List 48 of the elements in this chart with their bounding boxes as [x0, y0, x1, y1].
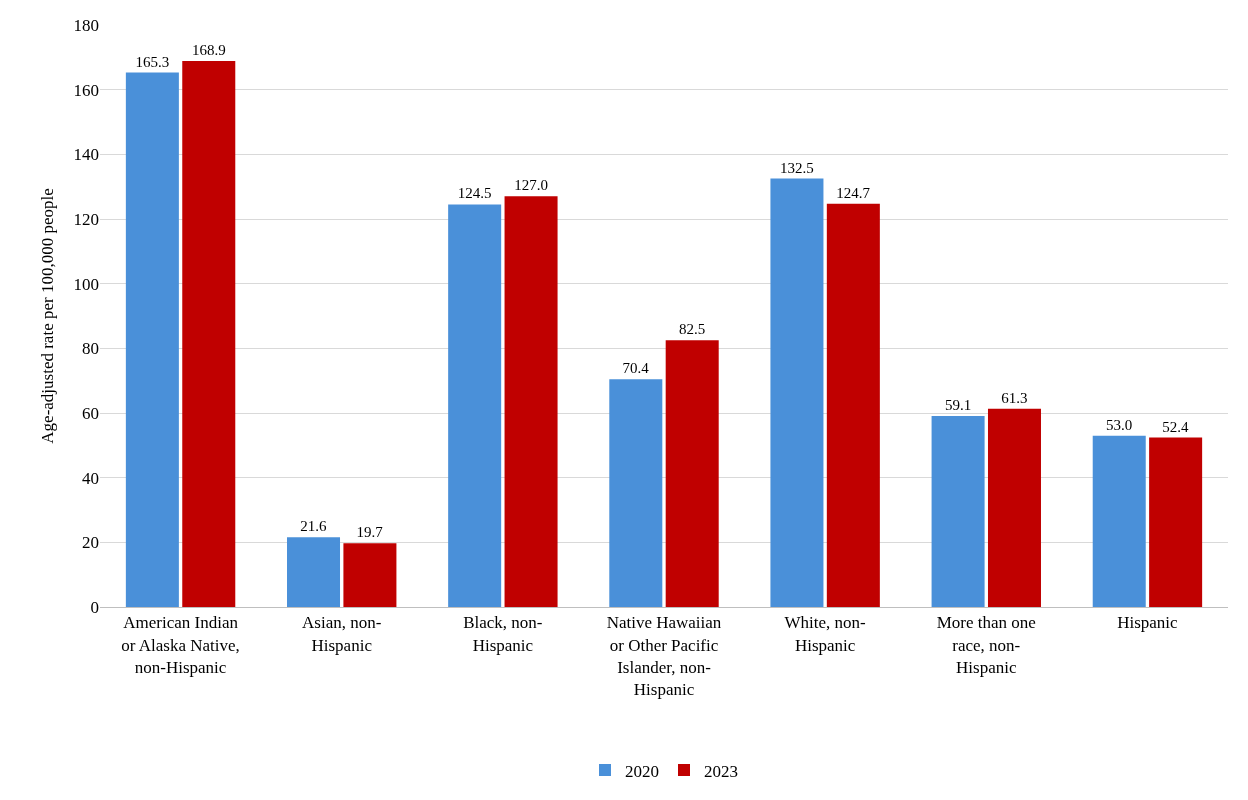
x-tick-label: Native Hawaiian or Other Pacific Islander, non-Hispanic	[606, 613, 722, 699]
bar	[1149, 437, 1203, 607]
legend-label: 2023	[704, 761, 738, 781]
y-tick-label: 180	[73, 15, 99, 35]
y-tick-label: 140	[73, 145, 99, 165]
legend-label: 2020	[625, 761, 659, 781]
data-label: 82.5	[679, 321, 706, 338]
x-tick-label: Asian, non-Hispanic	[302, 613, 382, 655]
data-label: 168.9	[191, 41, 226, 58]
data-label: 61.3	[1001, 389, 1028, 406]
bar	[987, 408, 1041, 607]
bar	[826, 203, 880, 607]
bar	[343, 543, 397, 607]
y-tick-label: 80	[82, 339, 99, 359]
bar	[125, 72, 179, 607]
bar	[182, 60, 236, 607]
data-label: 124.5	[457, 185, 492, 202]
x-tick-label: American Indian or Alaska Native, non-Hispanic	[121, 613, 240, 677]
y-tick-label: 40	[82, 468, 99, 488]
data-label: 70.4	[622, 360, 650, 377]
data-label: 52.4	[1162, 418, 1190, 435]
y-tick-label: 120	[73, 209, 99, 229]
data-label: 19.7	[356, 524, 384, 541]
y-tick-label: 0	[90, 597, 99, 617]
y-axis-title: Age-adjusted rate per 100,000 people	[38, 188, 58, 444]
bar	[931, 415, 985, 607]
data-label: 132.5	[780, 159, 814, 176]
data-label: 53.0	[1106, 416, 1133, 433]
bar	[448, 204, 502, 607]
bar	[504, 196, 558, 607]
bar	[770, 178, 824, 607]
y-tick-label: 100	[73, 274, 99, 294]
x-tick-label: Hispanic	[1117, 613, 1179, 633]
x-tick-label: More than one race, non-Hispanic	[936, 613, 1036, 677]
data-label: 124.7	[836, 184, 871, 201]
data-label: 127.0	[514, 177, 548, 194]
bar	[609, 379, 663, 607]
data-label: 21.6	[300, 518, 327, 535]
y-tick-label: 160	[73, 80, 99, 100]
y-tick-label: 60	[82, 403, 99, 423]
x-tick-label: Black, non-Hispanic	[463, 613, 543, 655]
x-tick-label: White, non-Hispanic	[784, 613, 867, 655]
bar	[287, 537, 341, 607]
y-tick-label: 20	[82, 533, 99, 553]
bar	[665, 340, 719, 607]
bar	[1092, 435, 1146, 607]
data-label: 59.1	[944, 396, 972, 413]
data-label: 165.3	[135, 53, 170, 70]
